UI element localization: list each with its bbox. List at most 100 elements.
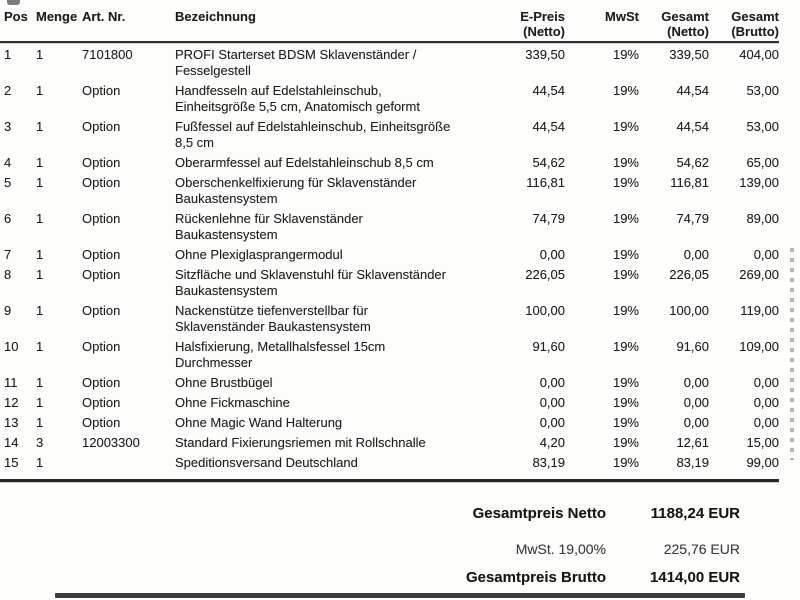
table-body: 1 1 7101800 PROFI Starterset BDSM Sklave… <box>0 47 783 471</box>
header-gesamt-brutto: Gesamt (Brutto) <box>731 9 779 39</box>
cell-gesamt-netto: 226,05 <box>669 267 709 282</box>
cell-bezeichnung: Ohne Fickmaschine <box>175 395 290 410</box>
cell-gesamt-netto: 100,00 <box>669 303 709 318</box>
total-row: Gesamtpreis Netto 1188,24 EUR <box>0 505 800 527</box>
cell-menge: 1 <box>36 415 44 430</box>
cell-gesamt-brutto: 53,00 <box>746 83 779 98</box>
cell-pos: 8 <box>4 267 12 282</box>
cell-mwst: 19% <box>612 211 639 226</box>
cell-mwst: 19% <box>612 303 639 318</box>
cell-gesamt-netto: 0,00 <box>683 415 709 430</box>
cell-gesamt-netto: 44,54 <box>676 119 709 134</box>
total-value: 1188,24 EUR <box>650 505 740 522</box>
cell-mwst: 19% <box>612 247 639 262</box>
cell-gesamt-netto: 83,19 <box>676 455 709 470</box>
cell-mwst: 19% <box>612 435 639 450</box>
cell-pos: 6 <box>4 211 12 226</box>
table-row: 3 1 Option Fußfessel auf Edelstahleinsch… <box>0 119 783 151</box>
cell-epreis-netto: 100,00 <box>525 303 565 318</box>
table-row: 7 1 Option Ohne Plexiglasprangermodul 0,… <box>0 247 783 263</box>
cell-bezeichnung: Ohne Brustbügel <box>175 375 273 390</box>
cell-mwst: 19% <box>612 155 639 170</box>
cell-epreis-netto: 0,00 <box>539 395 565 410</box>
cell-artnr: Option <box>82 375 121 390</box>
total-row: MwSt. 19,00% 225,76 EUR <box>0 541 800 563</box>
cell-menge: 1 <box>36 339 44 354</box>
table-row: 1 1 7101800 PROFI Starterset BDSM Sklave… <box>0 47 783 79</box>
cell-mwst: 19% <box>612 175 639 190</box>
cell-pos: 1 <box>4 47 12 62</box>
table-bottom-divider <box>0 479 779 482</box>
cell-gesamt-brutto: 99,00 <box>746 455 779 470</box>
cell-gesamt-brutto: 119,00 <box>740 303 779 318</box>
cell-pos: 3 <box>4 119 12 134</box>
cell-bezeichnung: Speditionsversand Deutschland <box>175 455 358 470</box>
cell-mwst: 19% <box>612 455 639 470</box>
cell-gesamt-brutto: 0,00 <box>753 415 779 430</box>
cell-epreis-netto: 54,62 <box>532 155 565 170</box>
cell-gesamt-brutto: 0,00 <box>753 375 779 390</box>
cell-epreis-netto: 74,79 <box>532 211 565 226</box>
cell-gesamt-netto: 0,00 <box>683 395 709 410</box>
cell-gesamt-brutto: 139,00 <box>739 175 779 190</box>
cell-menge: 1 <box>36 211 44 226</box>
totals: Gesamtpreis Netto 1188,24 EUR MwSt. 19,00%… <box>0 505 800 595</box>
total-label: Gesamtpreis Brutto <box>465 569 606 586</box>
cell-mwst: 19% <box>612 119 639 134</box>
cell-gesamt-brutto: 53,00 <box>746 119 779 134</box>
cell-mwst: 19% <box>612 395 639 410</box>
total-value: 225,76 EUR <box>663 541 740 557</box>
cell-bezeichnung: Rückenlehne für Sklavenständer Baukasten… <box>175 211 363 242</box>
cell-gesamt-netto: 116,81 <box>670 175 709 190</box>
total-label: MwSt. 19,00% <box>515 541 606 557</box>
cell-mwst: 19% <box>612 83 639 98</box>
cell-artnr: Option <box>82 395 121 410</box>
cell-pos: 10 <box>4 339 19 354</box>
table-row: 4 1 Option Oberarmfessel auf Edelstahlei… <box>0 155 783 171</box>
cell-gesamt-netto: 339,50 <box>669 47 709 62</box>
table-row: 14 3 12003300 Standard Fixierungsriemen … <box>0 435 783 451</box>
cell-mwst: 19% <box>612 375 639 390</box>
cell-pos: 9 <box>4 303 12 318</box>
cell-artnr: Option <box>82 247 121 262</box>
cell-menge: 3 <box>36 435 44 450</box>
cell-menge: 1 <box>36 303 44 318</box>
cell-epreis-netto: 44,54 <box>532 83 565 98</box>
cell-artnr: Option <box>82 211 121 226</box>
table-header: Pos Menge Art. Nr. Bezeichnung E-Preis (… <box>0 9 783 39</box>
scan-artifact-bottom-bar <box>55 593 745 598</box>
table-row: 8 1 Option Sitzfläche und Sklavenstuhl f… <box>0 267 783 299</box>
cell-gesamt-brutto: 15,00 <box>746 435 779 450</box>
table-row: 12 1 Option Ohne Fickmaschine 0,00 19% 0… <box>0 395 783 411</box>
cell-artnr: Option <box>82 175 121 190</box>
cell-artnr: Option <box>82 267 121 282</box>
cell-menge: 1 <box>36 83 44 98</box>
cell-gesamt-netto: 12,61 <box>676 435 709 450</box>
cell-gesamt-brutto: 0,00 <box>753 395 779 410</box>
cell-bezeichnung: Oberarmfessel auf Edelstahleinschub 8,5 … <box>175 155 434 170</box>
total-label: Gesamtpreis Netto <box>472 505 606 522</box>
cell-menge: 1 <box>36 247 44 262</box>
cell-gesamt-netto: 91,60 <box>676 339 709 354</box>
cell-mwst: 19% <box>612 415 639 430</box>
cell-epreis-netto: 0,00 <box>539 247 565 262</box>
cell-pos: 12 <box>4 395 19 410</box>
header-epreis-netto: E-Preis (Netto) <box>520 9 565 39</box>
scan-artifact-top-left <box>7 0 20 5</box>
cell-epreis-netto: 0,00 <box>539 415 565 430</box>
table-row: 11 1 Option Ohne Brustbügel 0,00 19% 0,0… <box>0 375 783 391</box>
cell-artnr: Option <box>82 83 121 98</box>
cell-menge: 1 <box>36 119 44 134</box>
cell-bezeichnung: Oberschenkelfixierung für Sklavenständer… <box>175 175 417 206</box>
cell-epreis-netto: 339,50 <box>525 47 565 62</box>
cell-gesamt-brutto: 109,00 <box>739 339 779 354</box>
cell-epreis-netto: 91,60 <box>532 339 565 354</box>
cell-epreis-netto: 226,05 <box>525 267 565 282</box>
header-bezeichnung: Bezeichnung <box>175 9 256 24</box>
cell-artnr: Option <box>82 339 121 354</box>
cell-gesamt-netto: 44,54 <box>676 83 709 98</box>
cell-gesamt-netto: 74,79 <box>676 211 709 226</box>
cell-bezeichnung: Sitzfläche und Sklavenstuhl für Sklavens… <box>175 267 446 298</box>
cell-bezeichnung: Ohne Plexiglasprangermodul <box>175 247 343 262</box>
cell-mwst: 19% <box>612 267 639 282</box>
